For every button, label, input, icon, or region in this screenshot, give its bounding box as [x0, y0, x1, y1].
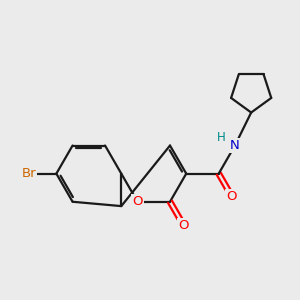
Text: H: H	[217, 131, 225, 144]
Text: O: O	[178, 219, 189, 232]
Text: Br: Br	[21, 167, 36, 180]
Text: O: O	[132, 195, 143, 208]
Text: N: N	[230, 139, 240, 152]
Text: O: O	[226, 190, 237, 202]
